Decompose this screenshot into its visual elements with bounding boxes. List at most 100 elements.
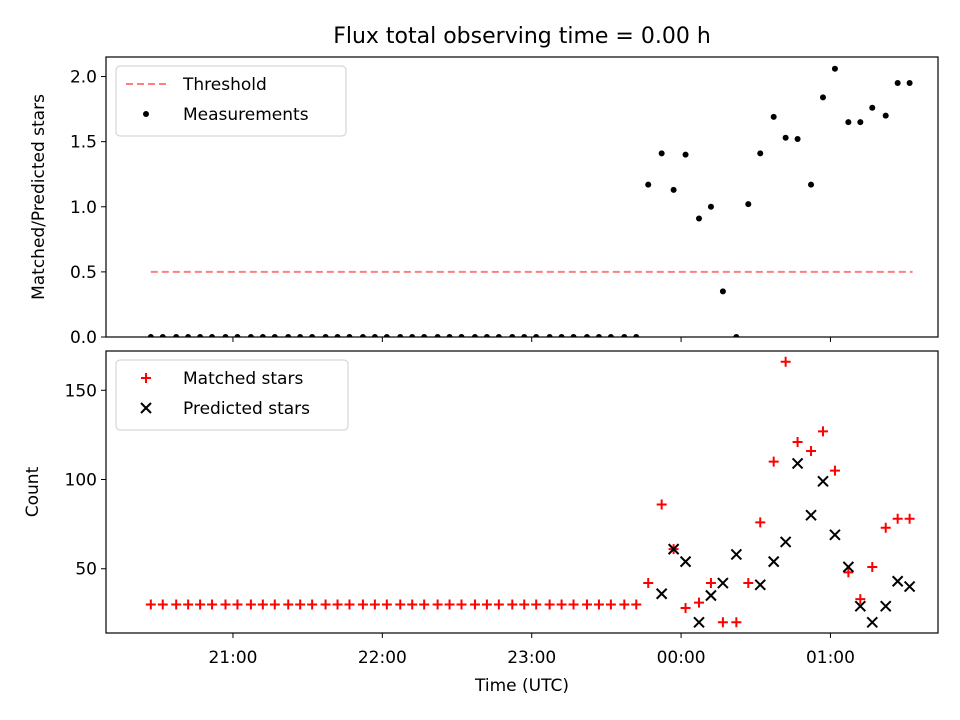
matched-star-point	[395, 599, 406, 610]
measurement-point	[533, 334, 540, 337]
x-tick-label: 21:00	[208, 648, 257, 668]
matched-star-point	[519, 599, 530, 610]
bottom-panel: 50 100 150 21:00 22:00 23:00 00:00 01:00 Count Ti…	[23, 350, 939, 696]
legend-matched-swatch	[141, 373, 151, 383]
y-tick-label: 0.5	[70, 263, 97, 283]
matched-star-point	[307, 599, 318, 610]
measurement-point	[570, 334, 577, 337]
measurement-point	[696, 215, 703, 222]
matched-star-point	[806, 445, 817, 456]
predicted-star-point	[829, 529, 841, 541]
measurement-point	[397, 334, 404, 337]
y-tick-label: 50	[75, 560, 97, 580]
legend-box	[115, 65, 347, 137]
measurement-point	[745, 201, 752, 208]
measurement-point	[869, 104, 876, 111]
plot-area	[147, 65, 913, 337]
measurement-point	[483, 334, 490, 337]
matched-star-point	[680, 603, 691, 614]
legend: Threshold Measurements	[115, 65, 347, 137]
matched-star-point	[656, 499, 667, 510]
matched-star-point	[269, 599, 280, 610]
matched-star-point	[780, 356, 791, 367]
matched-star-point	[593, 599, 604, 610]
measurement-point	[383, 334, 390, 337]
matched-star-point	[407, 599, 418, 610]
measurement-point	[682, 151, 689, 158]
measurement-point	[658, 150, 665, 157]
matched-star-point	[867, 561, 878, 572]
predicted-star-point	[903, 580, 916, 593]
matched-star-point	[245, 599, 256, 610]
measurement-point	[173, 334, 180, 337]
measurement-point	[808, 181, 815, 188]
predicted-star-point	[717, 577, 729, 589]
matched-star-point	[568, 599, 579, 610]
matched-star-point	[743, 578, 754, 589]
measurement-point	[458, 334, 465, 337]
measurement-point	[285, 334, 292, 337]
y-tick-label: 1.5	[70, 133, 97, 153]
matched-star-point	[880, 522, 891, 533]
legend-label: Predicted stars	[183, 399, 310, 419]
matched-star-point	[792, 437, 803, 448]
predicted-star-point	[667, 543, 680, 555]
matched-star-point	[456, 599, 467, 610]
plot-area	[145, 356, 916, 628]
matched-star-point	[631, 599, 642, 610]
predicted-star-point	[880, 600, 892, 612]
top-panel: 0.0 0.5 1.0 1.5 2.0 Matched/Predicted stars Th…	[29, 56, 939, 348]
predicted-star-point	[891, 575, 904, 587]
measurement-point	[719, 288, 726, 295]
matched-star-point	[855, 594, 866, 605]
measurement-point	[495, 334, 502, 337]
measurement-point	[633, 334, 640, 337]
matched-star-point	[257, 599, 268, 610]
matched-star-point	[643, 578, 654, 589]
measurement-point	[906, 80, 913, 87]
matched-star-point	[619, 599, 630, 610]
x-tick-label: 23:00	[507, 648, 556, 668]
matched-star-point	[381, 599, 392, 610]
measurement-point	[583, 334, 590, 337]
y-axis-label: Count	[23, 466, 43, 517]
legend-measurements-swatch	[143, 111, 149, 117]
measurement-point	[409, 334, 416, 337]
measurement-point	[446, 334, 453, 337]
predicted-star-point	[866, 616, 878, 628]
matched-star-point	[369, 599, 380, 610]
predicted-star-point	[693, 616, 705, 628]
matched-star-point	[493, 599, 504, 610]
measurement-point	[707, 203, 714, 210]
x-tick-label: 01:00	[806, 648, 855, 668]
y-tick-label: 0.0	[70, 328, 97, 348]
measurement-point	[159, 334, 166, 337]
predicted-star-point	[655, 588, 668, 600]
matched-star-point	[755, 517, 766, 528]
measurement-point	[757, 150, 764, 157]
predicted-star-point	[805, 509, 817, 521]
measurement-point	[894, 80, 901, 87]
measurement-point	[259, 334, 266, 337]
measurement-point	[197, 334, 204, 337]
matched-star-point	[145, 599, 156, 610]
figure-title: Flux total observing time = 0.00 h	[333, 24, 711, 49]
measurement-point	[247, 334, 254, 337]
matched-star-point	[320, 599, 331, 610]
matched-star-point	[531, 599, 542, 610]
measurement-point	[831, 65, 838, 72]
measurement-point	[334, 334, 341, 337]
matched-star-point	[731, 617, 742, 628]
measurement-point	[819, 94, 826, 101]
matched-star-point	[332, 599, 343, 610]
matched-star-point	[768, 456, 779, 467]
matched-star-point	[507, 599, 518, 610]
matched-star-point	[419, 599, 430, 610]
matched-star-point	[171, 599, 182, 610]
predicted-star-point	[679, 555, 692, 568]
predicted-star-point	[767, 555, 780, 568]
x-tick-label: 22:00	[358, 648, 407, 668]
measurement-point	[546, 334, 553, 337]
measurement-point	[521, 334, 528, 337]
measurement-point	[434, 334, 441, 337]
